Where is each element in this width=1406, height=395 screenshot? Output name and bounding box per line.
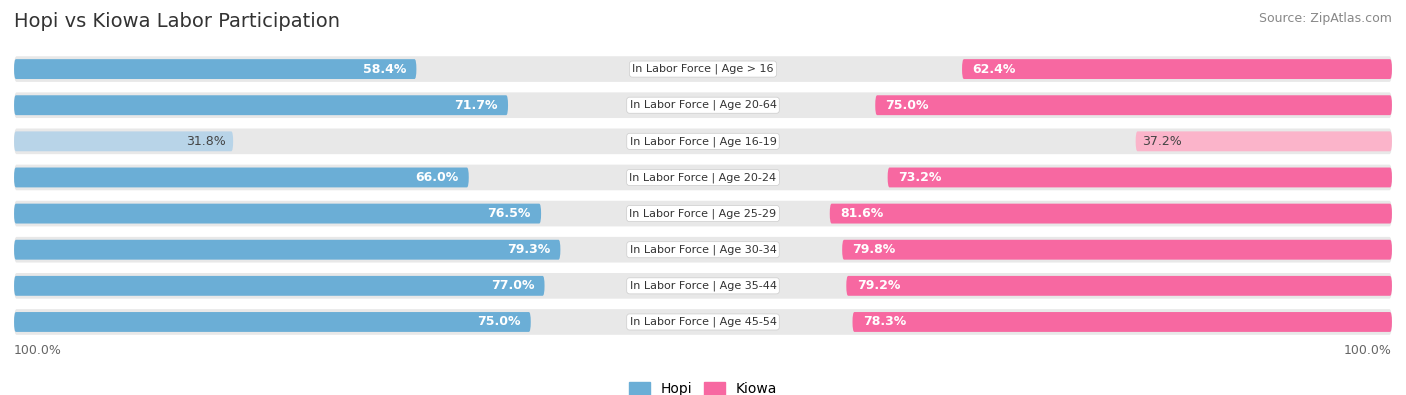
Text: 71.7%: 71.7% xyxy=(454,99,498,112)
FancyBboxPatch shape xyxy=(14,240,561,260)
FancyBboxPatch shape xyxy=(14,201,1392,226)
Text: 79.2%: 79.2% xyxy=(856,279,900,292)
Text: In Labor Force | Age 30-34: In Labor Force | Age 30-34 xyxy=(630,245,776,255)
FancyBboxPatch shape xyxy=(852,312,1392,332)
FancyBboxPatch shape xyxy=(14,59,416,79)
FancyBboxPatch shape xyxy=(14,95,508,115)
FancyBboxPatch shape xyxy=(14,128,1392,154)
FancyBboxPatch shape xyxy=(14,276,544,296)
Text: In Labor Force | Age 35-44: In Labor Force | Age 35-44 xyxy=(630,280,776,291)
Text: In Labor Force | Age 20-64: In Labor Force | Age 20-64 xyxy=(630,100,776,111)
FancyBboxPatch shape xyxy=(14,92,1392,118)
Text: In Labor Force | Age 25-29: In Labor Force | Age 25-29 xyxy=(630,208,776,219)
Text: In Labor Force | Age 20-24: In Labor Force | Age 20-24 xyxy=(630,172,776,183)
Text: 81.6%: 81.6% xyxy=(841,207,883,220)
Text: 79.3%: 79.3% xyxy=(506,243,550,256)
FancyBboxPatch shape xyxy=(1136,132,1392,151)
Text: 62.4%: 62.4% xyxy=(973,62,1015,75)
Text: 66.0%: 66.0% xyxy=(415,171,458,184)
Text: 37.2%: 37.2% xyxy=(1143,135,1182,148)
Text: 76.5%: 76.5% xyxy=(488,207,531,220)
Text: 75.0%: 75.0% xyxy=(477,316,520,329)
Text: 100.0%: 100.0% xyxy=(14,344,62,357)
FancyBboxPatch shape xyxy=(14,167,468,187)
FancyBboxPatch shape xyxy=(14,165,1392,190)
Legend: Hopi, Kiowa: Hopi, Kiowa xyxy=(623,377,783,395)
FancyBboxPatch shape xyxy=(830,204,1392,224)
FancyBboxPatch shape xyxy=(14,273,1392,299)
Text: 78.3%: 78.3% xyxy=(863,316,905,329)
Text: Source: ZipAtlas.com: Source: ZipAtlas.com xyxy=(1258,12,1392,25)
FancyBboxPatch shape xyxy=(14,312,531,332)
Text: In Labor Force | Age 45-54: In Labor Force | Age 45-54 xyxy=(630,317,776,327)
FancyBboxPatch shape xyxy=(887,167,1392,187)
FancyBboxPatch shape xyxy=(14,309,1392,335)
Text: 79.8%: 79.8% xyxy=(852,243,896,256)
Text: Hopi vs Kiowa Labor Participation: Hopi vs Kiowa Labor Participation xyxy=(14,12,340,31)
FancyBboxPatch shape xyxy=(14,56,1392,82)
FancyBboxPatch shape xyxy=(875,95,1392,115)
Text: 31.8%: 31.8% xyxy=(187,135,226,148)
FancyBboxPatch shape xyxy=(14,204,541,224)
Text: In Labor Force | Age > 16: In Labor Force | Age > 16 xyxy=(633,64,773,74)
Text: In Labor Force | Age 16-19: In Labor Force | Age 16-19 xyxy=(630,136,776,147)
FancyBboxPatch shape xyxy=(14,132,233,151)
FancyBboxPatch shape xyxy=(846,276,1392,296)
Text: 100.0%: 100.0% xyxy=(1344,344,1392,357)
Text: 73.2%: 73.2% xyxy=(898,171,942,184)
Text: 58.4%: 58.4% xyxy=(363,62,406,75)
FancyBboxPatch shape xyxy=(842,240,1392,260)
Text: 77.0%: 77.0% xyxy=(491,279,534,292)
FancyBboxPatch shape xyxy=(14,237,1392,263)
Text: 75.0%: 75.0% xyxy=(886,99,929,112)
FancyBboxPatch shape xyxy=(962,59,1392,79)
